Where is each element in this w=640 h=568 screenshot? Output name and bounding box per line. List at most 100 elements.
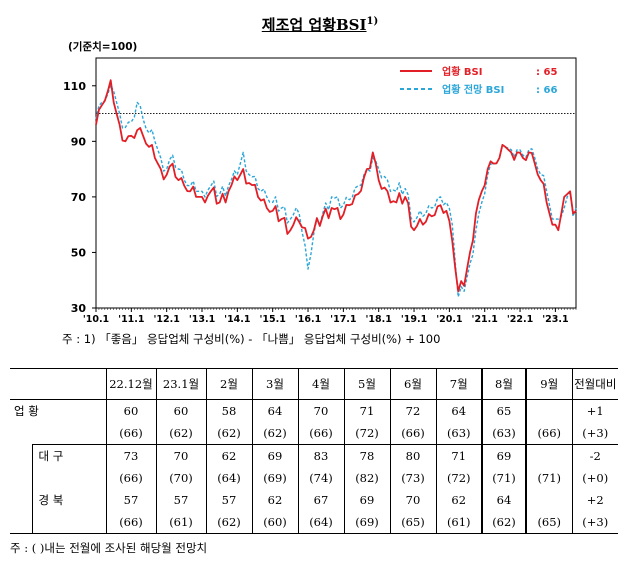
y-axis-note: (기준치=100): [68, 40, 137, 53]
table-cell: (71): [481, 467, 527, 489]
table-cell: (62): [205, 422, 252, 445]
legend-label-outlook: 업황 전망 BSI: [442, 83, 504, 96]
x-tick-label: '17.1: [330, 314, 356, 325]
legend-label-bsi: 업황 BSI: [442, 65, 482, 78]
table-cell: 70: [389, 489, 436, 511]
x-tick-label: '12.1: [153, 314, 179, 325]
x-tick-label: '18.1: [366, 314, 392, 325]
table-cell: (66): [105, 467, 156, 489]
table-header-row: 22.12월 23.1월 2월 3월 4월 5월 6월 7월 8월 9월 전월대…: [10, 368, 618, 400]
table-row: 업 황 60 60 58 64 70 71 72 64 65 +1: [10, 399, 618, 422]
table-cell: (72): [343, 422, 390, 445]
header-cell: 22.12월: [105, 368, 156, 400]
table-cell: 65: [481, 399, 527, 422]
table-cell: 60: [155, 399, 206, 422]
table-cell: -2: [571, 444, 618, 467]
table-cell: 70: [297, 399, 344, 422]
table-cell: +2: [571, 489, 618, 511]
x-tick-label: '11.1: [118, 314, 144, 325]
legend: 업황 BSI : 65 업황 전망 BSI : 66: [400, 65, 557, 96]
table-cell: (63): [481, 422, 527, 445]
y-tick-label: 30: [71, 302, 87, 315]
table-cell: [525, 489, 572, 511]
row-label-text: 업 황: [14, 404, 39, 418]
table-cell: (+0): [571, 467, 618, 489]
table-cell: 73: [105, 444, 156, 467]
chart-title-text: 제조업 업황BSI: [261, 16, 367, 34]
y-tick-label: 110: [63, 80, 86, 93]
table-cell: 80: [389, 444, 436, 467]
series-line-outlook: [95, 84, 577, 298]
y-tick-label: 50: [71, 246, 87, 259]
table-cell: 71: [435, 444, 482, 467]
table-cell: 57: [105, 489, 156, 511]
table-cell: (65): [525, 511, 572, 534]
row-label: [10, 422, 106, 445]
row-label: 경 북: [31, 489, 106, 511]
table-cell: (62): [481, 511, 527, 534]
table-cell: (60): [251, 511, 298, 534]
legend-value-bsi: : 65: [536, 67, 557, 78]
table-cell: (69): [251, 467, 298, 489]
table-cell: [525, 444, 572, 467]
x-tick-label: '15.1: [260, 314, 286, 325]
table-cell: (62): [205, 511, 252, 534]
table-cell: (62): [251, 422, 298, 445]
table-cell: 78: [343, 444, 390, 467]
table-cell: 64: [481, 489, 527, 511]
row-label-text: 경 북: [38, 493, 64, 507]
table-cell: 60: [105, 399, 156, 422]
table-cell: +1: [571, 399, 618, 422]
table-cell: 62: [205, 444, 252, 467]
table-cell: [525, 399, 572, 422]
x-tick-label: '10.1: [83, 314, 109, 325]
table-row: (66) (61) (62) (60) (64) (69) (65) (61) …: [10, 511, 618, 534]
row-label-text: 대 구: [38, 449, 64, 463]
header-cell: 4월: [297, 368, 344, 400]
table-footnote: 주 : ( )내는 전월에 조사된 해당월 전망치: [10, 541, 208, 555]
header-cell: 9월: [525, 368, 572, 400]
header-cell: 8월: [481, 368, 527, 400]
table-cell: (72): [435, 467, 482, 489]
plot-frame: [95, 57, 577, 309]
table-cell: (63): [435, 422, 482, 445]
bsi-table: 22.12월 23.1월 2월 3월 4월 5월 6월 7월 8월 9월 전월대…: [10, 368, 618, 534]
table-cell: 62: [435, 489, 482, 511]
table-cell: 69: [343, 489, 390, 511]
x-tick-label: '20.1: [436, 314, 462, 325]
table-cell: 58: [205, 399, 252, 422]
table-cell: 57: [155, 489, 206, 511]
row-label: [31, 511, 106, 534]
table-row: (66) (62) (62) (62) (66) (72) (66) (63) …: [10, 422, 618, 445]
x-tick-label: '21.1: [472, 314, 498, 325]
table-cell: (69): [343, 511, 390, 534]
table-cell: (66): [297, 422, 344, 445]
table-cell: (73): [389, 467, 436, 489]
row-indent: [10, 467, 32, 489]
table-cell: (+3): [571, 511, 618, 534]
chart-title-footnote-mark: 1): [366, 16, 379, 27]
x-tick-label: '14.1: [224, 314, 250, 325]
chart-footnote: 주 : 1) 「좋음」 응답업체 구성비(%) - 「나쁨」 응답업체 구성비(…: [62, 332, 441, 346]
header-cell: 23.1월: [155, 368, 206, 400]
table-row: 경 북 57 57 57 62 67 69 70 62 64 +2: [10, 489, 618, 511]
row-indent: [10, 511, 32, 534]
table-cell: 67: [297, 489, 344, 511]
table-cell: 64: [251, 399, 298, 422]
table-cell: 64: [435, 399, 482, 422]
legend-value-outlook: : 66: [536, 85, 557, 96]
table-cell: (64): [205, 467, 252, 489]
table-cell: 69: [481, 444, 527, 467]
table-cell: (66): [105, 511, 156, 534]
x-tick-label: '13.1: [189, 314, 215, 325]
table-cell: (74): [297, 467, 344, 489]
row-indent: [10, 445, 32, 468]
header-cell: 7월: [435, 368, 482, 400]
plot-area: 30 50 70 90 110 '10.1 '11.1 '12.1 '13.1 '14.1 '15.…: [63, 57, 577, 325]
row-label: 대 구: [31, 444, 106, 467]
table-cell: 62: [251, 489, 298, 511]
bsi-line-chart: (기준치=100) 30 50 70 90 110 '10.1 '11.1 '12.1 '13.…: [63, 40, 577, 325]
x-tick-label: '16.1: [295, 314, 321, 325]
chart-title: 제조업 업황BSI1): [0, 14, 640, 35]
table-cell: (65): [389, 511, 436, 534]
